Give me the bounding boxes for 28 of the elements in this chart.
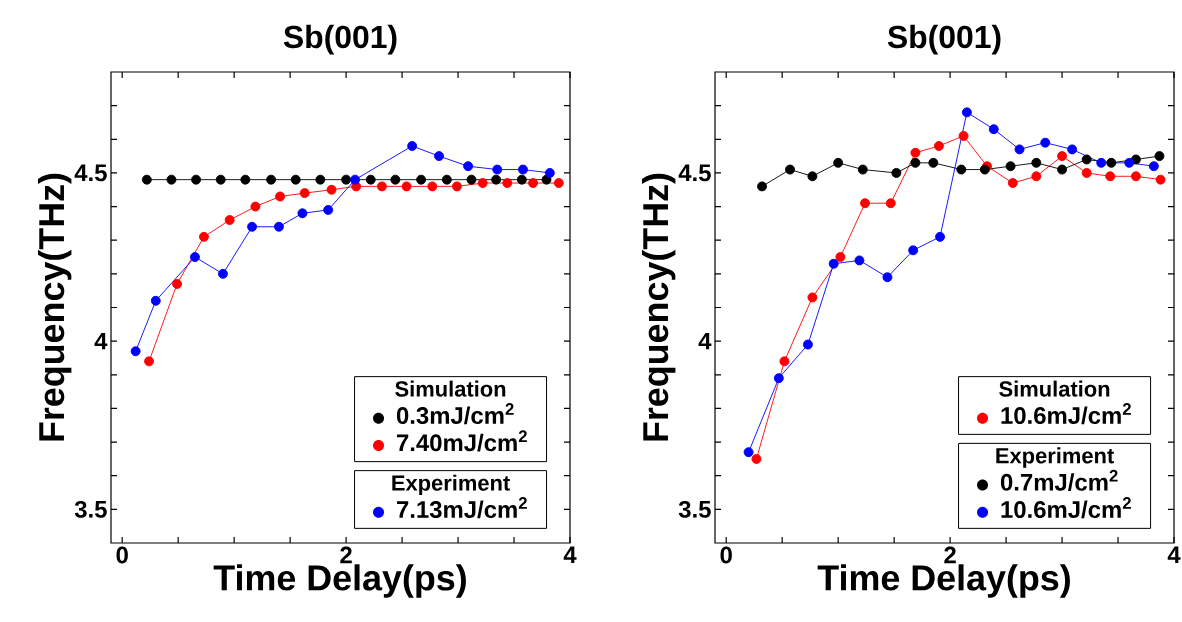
- y-tick-label: 4.5: [678, 164, 711, 182]
- text: Simulation: [395, 380, 506, 397]
- x-axis-title: Time Delay(ps): [213, 564, 466, 598]
- x-tick-label: 0: [116, 546, 128, 564]
- legend-label: 10.6mJ/cm$^{2}$: [1001, 403, 1131, 425]
- y-tick-label: 3.5: [74, 500, 107, 518]
- y-tick-label: 3.5: [678, 500, 711, 518]
- y-axis-title: Frequency(THz): [37, 173, 72, 441]
- y-tick-label: 4: [698, 332, 712, 350]
- x-tick-label: 4: [563, 546, 577, 563]
- x-tick-label: 4: [1167, 546, 1181, 563]
- y-tick-label: 4.5: [74, 164, 107, 182]
- chart-title: Sb(001): [887, 24, 1001, 55]
- x-tick-label: 2: [340, 546, 352, 564]
- y-axis-title: Frequency(THz): [641, 173, 676, 441]
- chart-title: Sb(001): [283, 24, 397, 55]
- x-tick-label: 0: [720, 546, 732, 564]
- x-tick-label: 2: [944, 546, 956, 564]
- text: Experiment: [392, 474, 510, 496]
- legend-label: 7.13mJ/cm$^{2}$: [397, 497, 527, 519]
- text: Simulation: [999, 380, 1110, 397]
- text: Experiment: [996, 447, 1114, 468]
- legend-label: 0.7mJ/cm$^{2}$: [1000, 469, 1118, 491]
- legend-label: 7.40mJ/cm$^{2}$: [397, 430, 527, 452]
- y-tick-label: 4: [94, 332, 108, 350]
- legend-label: 0.3mJ/cm$^{2}$: [396, 403, 514, 425]
- legend-label: 10.6mJ/cm$^{2}$: [1001, 497, 1131, 519]
- x-axis-title: Time Delay(ps): [817, 564, 1070, 598]
